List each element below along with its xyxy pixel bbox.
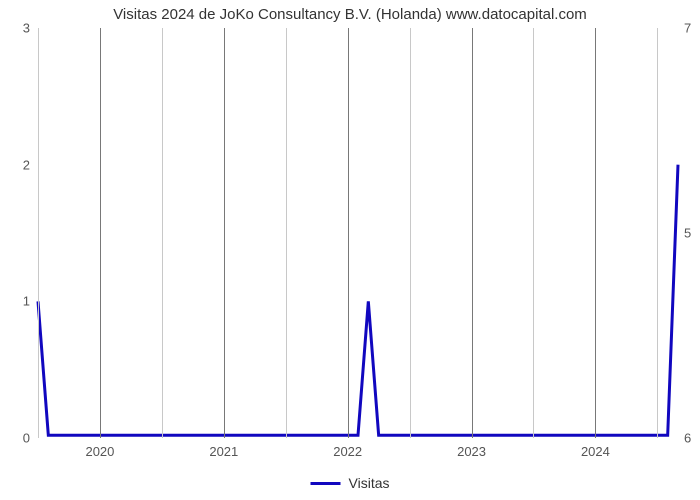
y-right-label: 7: [678, 21, 691, 36]
grid-minor: [286, 28, 287, 438]
legend-swatch: [311, 482, 341, 485]
chart-container: Visitas 2024 de JoKo Consultancy B.V. (H…: [0, 0, 700, 500]
chart-title: Visitas 2024 de JoKo Consultancy B.V. (H…: [0, 6, 700, 23]
grid-major: [100, 28, 101, 438]
y-tick-label: 3: [23, 21, 38, 36]
grid-major: [595, 28, 596, 438]
y-right-label: 6: [678, 431, 691, 446]
legend-label: Visitas: [349, 475, 390, 491]
x-tick-label: 2024: [581, 438, 610, 459]
series-polyline: [38, 165, 678, 436]
grid-major: [224, 28, 225, 438]
grid-minor: [657, 28, 658, 438]
y-tick-label: 2: [23, 157, 38, 172]
grid-minor: [533, 28, 534, 438]
plot-area: 202020212022202320240123756: [38, 28, 678, 438]
grid-major: [472, 28, 473, 438]
x-tick-label: 2020: [85, 438, 114, 459]
x-tick-label: 2022: [333, 438, 362, 459]
line-series: [38, 28, 678, 438]
grid-minor: [38, 28, 39, 438]
y-right-label: 5: [678, 226, 691, 241]
y-tick-label: 0: [23, 431, 38, 446]
x-tick-label: 2023: [457, 438, 486, 459]
grid-minor: [162, 28, 163, 438]
legend: Visitas: [311, 475, 390, 491]
grid-minor: [410, 28, 411, 438]
y-tick-label: 1: [23, 294, 38, 309]
x-tick-label: 2021: [209, 438, 238, 459]
grid-major: [348, 28, 349, 438]
